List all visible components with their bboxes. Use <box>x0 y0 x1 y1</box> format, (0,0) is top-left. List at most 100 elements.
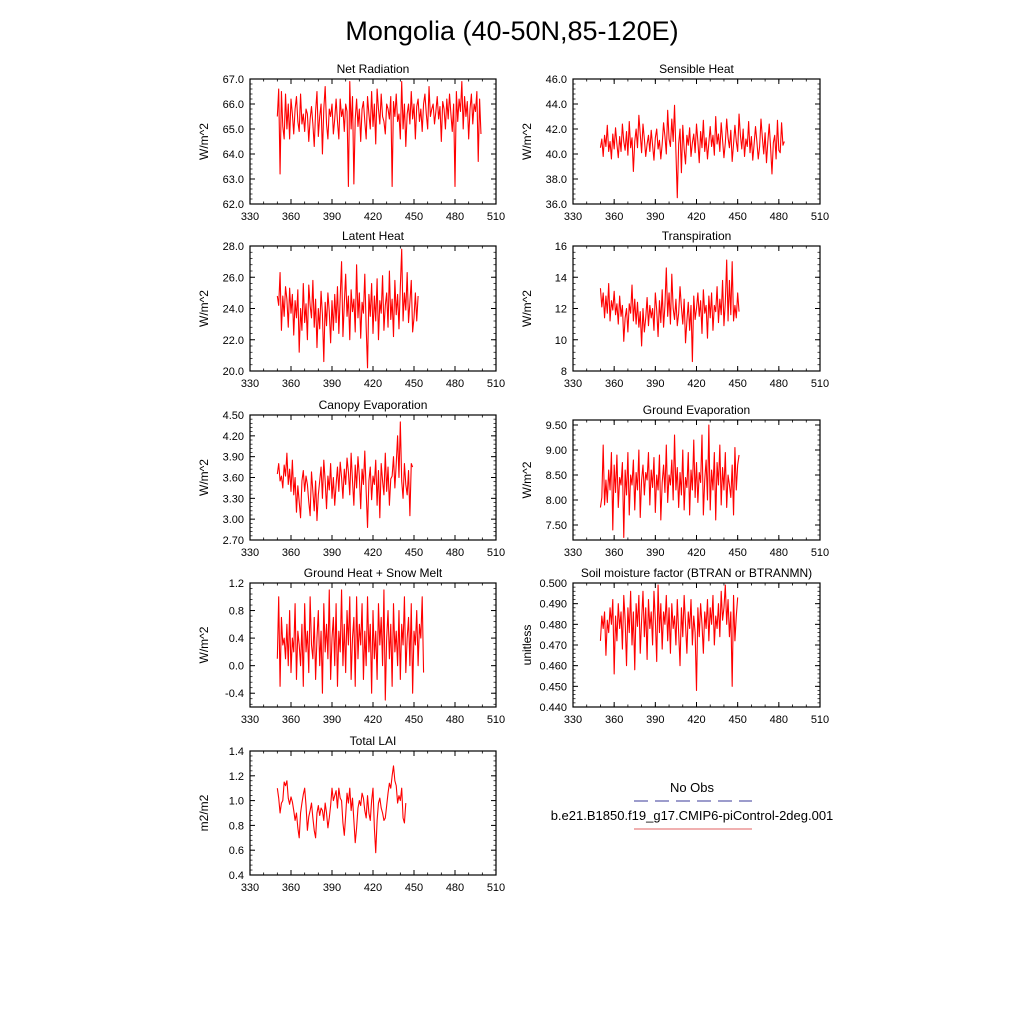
y-tick-label: 0.500 <box>539 578 567 590</box>
y-tick-label: 63.0 <box>223 174 244 186</box>
plot-frame <box>572 419 821 541</box>
y-tick-label: 0.490 <box>539 599 567 611</box>
panel-grid: Net Radiation W/m^2 330 360 390 420 450 480 510 6… <box>197 62 829 894</box>
x-tick-label: 420 <box>364 882 382 894</box>
x-tick-label: 510 <box>811 211 829 223</box>
y-tick-label: 3.60 <box>223 473 244 485</box>
series-line-ground-evaporation <box>599 424 740 539</box>
panel-title: Ground Heat + Snow Melt <box>304 566 443 580</box>
y-axis-label: W/m^2 <box>197 459 211 496</box>
x-tick-label: 480 <box>446 882 464 894</box>
x-tick-label: 360 <box>282 714 300 726</box>
figure-title: Mongolia (40-50N,85-120E) <box>345 16 678 46</box>
x-tick-label: 390 <box>646 714 664 726</box>
x-tick-label: 420 <box>687 378 705 390</box>
plot-frame <box>572 78 821 205</box>
y-tick-label: 38.0 <box>546 174 567 186</box>
y-tick-label: 1.4 <box>229 746 244 758</box>
x-tick-label: 450 <box>405 378 423 390</box>
x-tick-label: 330 <box>564 547 582 559</box>
y-axis-label: m2/m2 <box>197 794 211 831</box>
y-tick-label: 0.450 <box>539 681 567 693</box>
x-tick-label: 390 <box>323 714 341 726</box>
plot-frame <box>572 582 821 708</box>
x-tick-label: 330 <box>241 211 259 223</box>
x-tick-label: 510 <box>487 882 505 894</box>
x-tick-label: 420 <box>364 547 382 559</box>
y-tick-label: 8 <box>561 366 567 378</box>
plot-frame <box>249 78 497 205</box>
panel-canopy-evaporation: Canopy Evaporation W/m^2 330 360 390 420 450 48… <box>197 398 505 559</box>
y-tick-label: 44.0 <box>546 99 567 111</box>
panel-title: Latent Heat <box>342 229 405 243</box>
x-tick-label: 420 <box>687 714 705 726</box>
y-tick-label: 0.470 <box>539 640 567 652</box>
x-tick-label: 510 <box>811 378 829 390</box>
x-tick-label: 360 <box>282 882 300 894</box>
x-tick-label: 480 <box>770 211 788 223</box>
x-tick-label: 480 <box>446 714 464 726</box>
y-tick-label: 8.50 <box>546 470 567 482</box>
y-tick-label: 1.2 <box>229 771 244 783</box>
plot-frame <box>249 245 497 372</box>
x-tick-label: 510 <box>487 211 505 223</box>
legend-model-label: b.e21.B1850.f19_g17.CMIP6-piControl-2deg… <box>551 808 834 823</box>
y-tick-label: 62.0 <box>223 199 244 211</box>
panel-title: Transpiration <box>662 229 732 243</box>
y-tick-label: 3.00 <box>223 514 244 526</box>
y-tick-label: 0.8 <box>229 606 244 618</box>
y-axis-label: W/m^2 <box>197 626 211 663</box>
y-tick-label: 4.50 <box>223 410 244 422</box>
y-tick-label: 0.460 <box>539 661 567 673</box>
panel-total-lai: Total LAI m2/m2 330 360 390 420 450 480 510 0.4 0.… <box>197 734 505 894</box>
y-tick-label: 46.0 <box>546 74 567 86</box>
panel-transpiration: Transpiration W/m^2 330 360 390 420 450 480 510 8… <box>520 229 829 390</box>
x-tick-label: 420 <box>687 211 705 223</box>
x-tick-label: 480 <box>770 714 788 726</box>
legend: No Obs b.e21.B1850.f19_g17.CMIP6-piContr… <box>551 780 834 830</box>
y-axis-label: W/m^2 <box>197 290 211 327</box>
x-tick-label: 360 <box>605 378 623 390</box>
x-tick-label: 330 <box>241 547 259 559</box>
y-tick-label: 0.440 <box>539 702 567 714</box>
y-tick-label: 16 <box>555 241 567 253</box>
panel-title: Canopy Evaporation <box>319 398 428 412</box>
series-line-soil-moisture-factor-btran-or-btranmn <box>599 584 739 692</box>
x-tick-label: 420 <box>687 547 705 559</box>
panel-title: Net Radiation <box>337 62 410 76</box>
legend-obs-label: No Obs <box>670 780 715 795</box>
y-tick-label: 0.6 <box>229 845 244 857</box>
series-line-sensible-heat <box>599 104 785 199</box>
x-tick-label: 360 <box>605 211 623 223</box>
y-tick-label: 9.50 <box>546 420 567 432</box>
y-tick-label: 9.00 <box>546 445 567 457</box>
y-axis-label: W/m^2 <box>520 123 534 160</box>
x-tick-label: 450 <box>728 547 746 559</box>
x-tick-label: 360 <box>605 547 623 559</box>
x-tick-label: 390 <box>646 547 664 559</box>
x-tick-label: 420 <box>364 714 382 726</box>
x-tick-label: 450 <box>405 211 423 223</box>
x-tick-label: 330 <box>241 378 259 390</box>
y-axis-label: W/m^2 <box>197 123 211 160</box>
x-tick-label: 390 <box>323 211 341 223</box>
series-line-total-lai <box>276 765 407 854</box>
x-tick-label: 390 <box>323 547 341 559</box>
x-tick-label: 450 <box>728 378 746 390</box>
series-line-latent-heat <box>276 248 419 369</box>
panel-title: Ground Evaporation <box>643 403 750 417</box>
y-axis-label: unitless <box>520 625 534 666</box>
y-tick-label: 24.0 <box>223 304 244 316</box>
x-tick-label: 510 <box>487 714 505 726</box>
y-tick-label: 67.0 <box>223 74 244 86</box>
plot-frame <box>249 750 497 876</box>
y-tick-label: 7.50 <box>546 520 567 532</box>
y-tick-label: 3.90 <box>223 452 244 464</box>
y-tick-label: 0.4 <box>229 633 244 645</box>
panel-title: Total LAI <box>350 734 397 748</box>
y-axis-label: W/m^2 <box>520 461 534 498</box>
y-tick-label: 12 <box>555 304 567 316</box>
series-line-canopy-evaporation <box>276 421 414 529</box>
x-tick-label: 510 <box>487 378 505 390</box>
